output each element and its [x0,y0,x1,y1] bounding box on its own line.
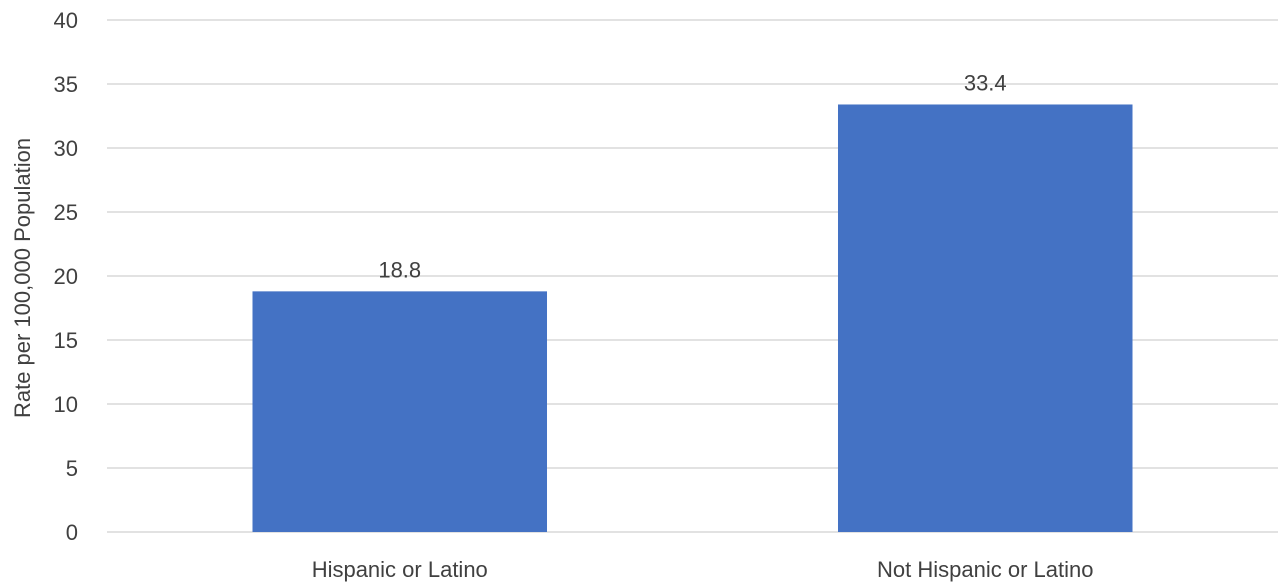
bar-1 [252,291,548,532]
y-tick-label: 35 [54,72,78,97]
data-labels: 18.8 33.4 [378,70,1006,282]
data-label-2: 33.4 [964,70,1007,95]
bar-2 [837,104,1133,532]
y-tick-label: 20 [54,264,78,289]
y-axis-title: Rate per 100,000 Population [10,138,35,418]
x-axis-category-labels: Hispanic or Latino Not Hispanic or Latino [312,557,1094,582]
y-tick-label: 30 [54,136,78,161]
category-label-1: Hispanic or Latino [312,557,488,582]
y-tick-label: 40 [54,8,78,33]
category-label-2: Not Hispanic or Latino [877,557,1093,582]
y-tick-label: 15 [54,328,78,353]
y-tick-label: 25 [54,200,78,225]
y-tick-label: 0 [66,520,78,545]
y-tick-label: 10 [54,392,78,417]
data-label-1: 18.8 [378,257,421,282]
bars [252,104,1133,532]
y-tick-label: 5 [66,456,78,481]
y-axis-tick-labels: 0 5 10 15 20 25 30 35 40 [54,8,78,545]
